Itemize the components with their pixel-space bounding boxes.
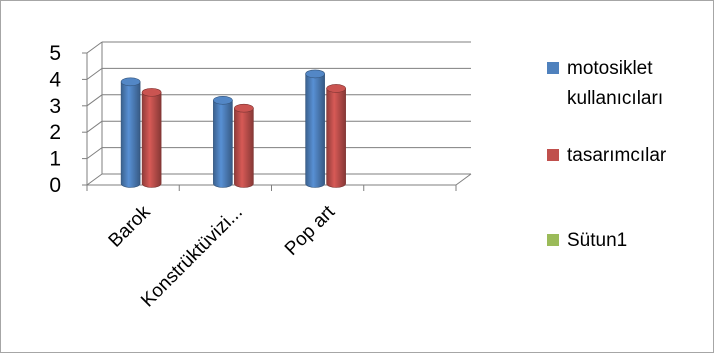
side-wall-line <box>86 120 103 133</box>
legend-swatch-0 <box>547 62 559 74</box>
bar-0-0 <box>120 81 141 188</box>
bar-top-2-1 <box>326 84 346 93</box>
bar-top-0-1 <box>141 88 162 97</box>
legend-swatch-1 <box>547 149 559 161</box>
bar-top-1-0 <box>213 96 233 105</box>
side-wall-line <box>86 147 103 160</box>
bar-top-0-0 <box>120 77 141 87</box>
bar-0-1 <box>141 92 162 188</box>
side-wall-line <box>86 67 103 80</box>
floor-edge <box>455 173 472 186</box>
y-tick-label: 5 <box>49 42 61 65</box>
side-wall-line <box>86 173 103 186</box>
bar-top-1-1 <box>234 103 254 113</box>
legend-swatch-2 <box>547 234 559 246</box>
bar-2-0 <box>305 73 325 188</box>
legend-label-1: tasarımcılar <box>567 145 667 166</box>
side-wall-line <box>86 94 103 107</box>
bar-1-1 <box>234 107 254 188</box>
y-tick-label: 3 <box>49 95 61 118</box>
y-tick-label: 4 <box>49 68 61 91</box>
y-tick-label: 0 <box>49 174 61 197</box>
x-tick-label: Barok <box>105 201 155 251</box>
legend-label-2: Sütun1 <box>567 230 627 251</box>
bar-top-2-0 <box>305 69 325 79</box>
y-tick-label: 2 <box>49 121 61 144</box>
x-tick-label: Konstrüktüvizi... <box>137 202 247 312</box>
y-tick-label: 1 <box>49 148 61 171</box>
x-tick-label: Pop art <box>281 201 340 260</box>
bar-1-0 <box>213 100 233 188</box>
legend-label-0: kullanıcıları <box>567 88 663 109</box>
legend-label-0: motosiklet <box>567 58 653 79</box>
side-wall-line <box>86 41 103 54</box>
bar-2-1 <box>326 88 346 188</box>
